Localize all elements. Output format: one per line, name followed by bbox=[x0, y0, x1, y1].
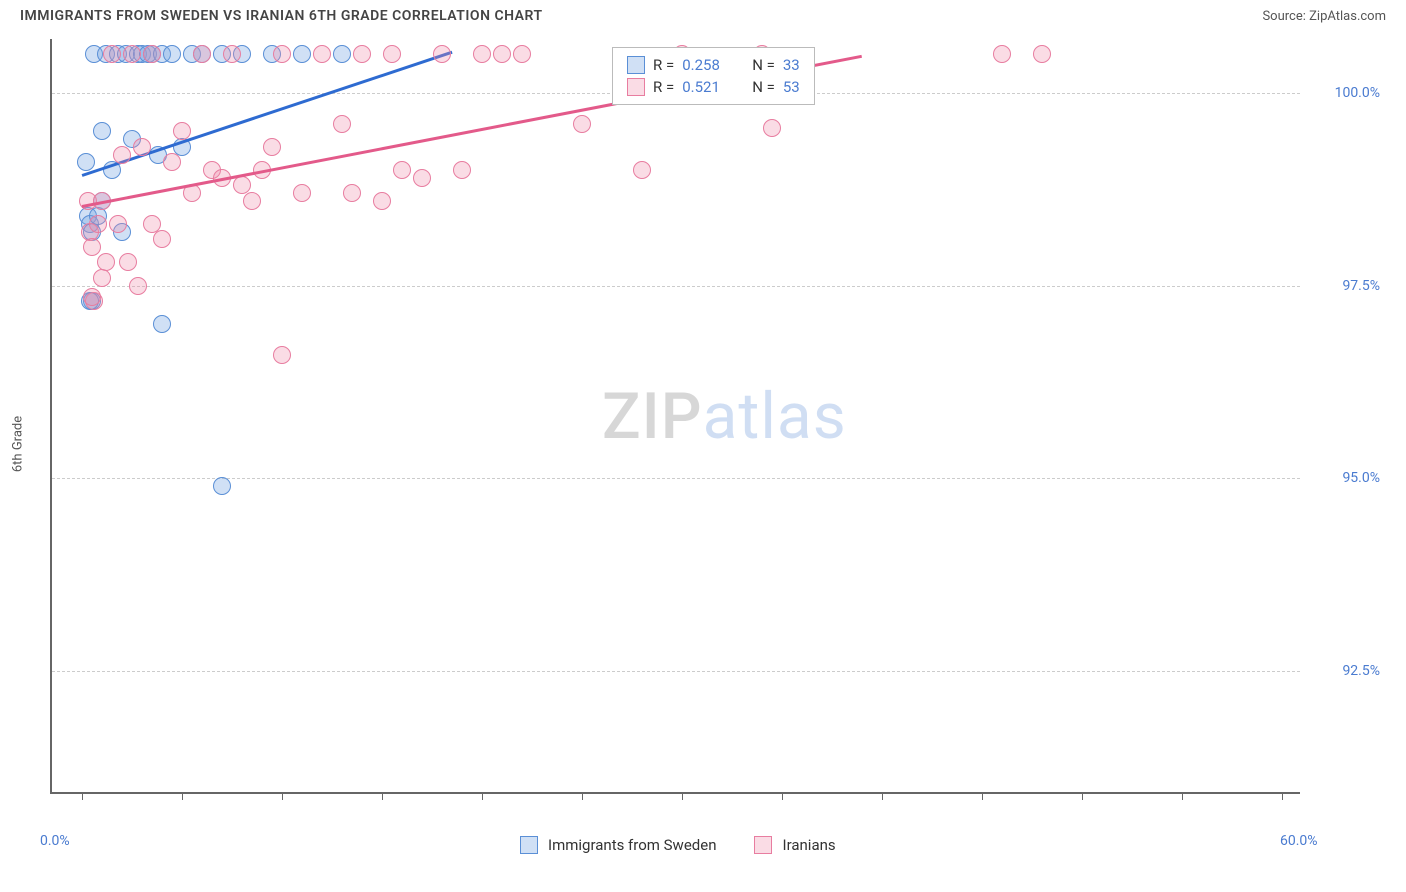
r-label: R = bbox=[653, 56, 674, 74]
r-value: 0.258 bbox=[682, 56, 734, 74]
iranians-point bbox=[373, 192, 391, 210]
gridline bbox=[52, 671, 1300, 672]
source-label: Source: bbox=[1262, 9, 1305, 24]
iranians-point bbox=[89, 215, 107, 233]
x-tick bbox=[182, 792, 183, 800]
y-tick-label: 95.0% bbox=[1310, 470, 1380, 486]
sweden-point bbox=[163, 45, 181, 63]
y-tick-label: 92.5% bbox=[1310, 663, 1380, 679]
y-tick-label: 97.5% bbox=[1310, 278, 1380, 294]
iranians-point bbox=[153, 230, 171, 248]
source-value: ZipAtlas.com bbox=[1309, 9, 1386, 24]
iranians-point bbox=[83, 288, 101, 306]
gridline bbox=[52, 478, 1300, 479]
x-tick bbox=[782, 792, 783, 800]
iranians-point bbox=[313, 45, 331, 63]
x-tick bbox=[482, 792, 483, 800]
iranians-point bbox=[173, 122, 191, 140]
n-label: N = bbox=[752, 56, 775, 74]
iranians-point bbox=[383, 45, 401, 63]
x-tick bbox=[382, 792, 383, 800]
y-axis-label: 6th Grade bbox=[11, 416, 26, 472]
legend-swatch bbox=[520, 836, 538, 854]
iranians-point bbox=[293, 184, 311, 202]
legend-label: Immigrants from Sweden bbox=[548, 836, 716, 854]
iranians-point bbox=[763, 119, 781, 137]
iranians-point bbox=[393, 161, 411, 179]
iranians-point bbox=[1033, 45, 1051, 63]
iranians-point bbox=[413, 169, 431, 187]
legend-swatch bbox=[627, 56, 645, 74]
x-tick bbox=[982, 792, 983, 800]
gridline bbox=[52, 286, 1300, 287]
sweden-point bbox=[293, 45, 311, 63]
iranians-point bbox=[243, 192, 261, 210]
sweden-point bbox=[333, 45, 351, 63]
sweden-point bbox=[93, 122, 111, 140]
iranians-point bbox=[123, 45, 141, 63]
iranians-point bbox=[83, 238, 101, 256]
legend-row: R = 0.258 N = 33 bbox=[627, 54, 800, 76]
iranians-point bbox=[273, 346, 291, 364]
x-tick bbox=[282, 792, 283, 800]
iranians-point bbox=[333, 115, 351, 133]
iranians-point bbox=[433, 45, 451, 63]
iranians-point bbox=[103, 45, 121, 63]
x-tick bbox=[682, 792, 683, 800]
sweden-trendline bbox=[82, 51, 453, 177]
iranians-point bbox=[343, 184, 361, 202]
plot-area: 92.5%95.0%97.5%100.0%ZIPatlasR =0.258N =… bbox=[50, 39, 1300, 794]
chart-source: Source: ZipAtlas.com bbox=[1262, 9, 1386, 24]
iranians-point bbox=[353, 45, 371, 63]
chart-container: 6th Grade 92.5% 95.0% 97.5% 100.0% ZIPatlas R… bbox=[0, 34, 1406, 854]
iranians-point bbox=[109, 215, 127, 233]
sweden-point bbox=[213, 477, 231, 495]
legend-label: Iranians bbox=[782, 836, 835, 854]
chart-header: IMMIGRANTS FROM SWEDEN VS IRANIAN 6TH GR… bbox=[0, 0, 1406, 34]
x-axis-max-label: 60.0% bbox=[1280, 833, 1318, 849]
iranians-point bbox=[143, 45, 161, 63]
x-axis-min-label: 0.0% bbox=[40, 833, 70, 849]
iranians-point bbox=[473, 45, 491, 63]
iranians-point bbox=[133, 138, 151, 156]
sweden-point bbox=[77, 153, 95, 171]
y-tick-label: 100.0% bbox=[1310, 85, 1380, 101]
iranians-point bbox=[273, 45, 291, 63]
x-tick bbox=[1282, 792, 1283, 800]
legend-swatch bbox=[627, 78, 645, 96]
iranians-point bbox=[113, 146, 131, 164]
iranians-point bbox=[573, 115, 591, 133]
iranians-point bbox=[493, 45, 511, 63]
iranians-point bbox=[263, 138, 281, 156]
iranians-point bbox=[119, 253, 137, 271]
iranians-point bbox=[93, 269, 111, 287]
r-label: R = bbox=[653, 78, 674, 96]
sweden-point bbox=[153, 315, 171, 333]
iranians-point bbox=[129, 277, 147, 295]
series-legend: Immigrants from Sweden Iranians bbox=[520, 836, 864, 854]
iranians-point bbox=[633, 161, 651, 179]
n-label: N = bbox=[752, 78, 775, 96]
chart-title: IMMIGRANTS FROM SWEDEN VS IRANIAN 6TH GR… bbox=[20, 8, 543, 24]
iranians-point bbox=[223, 45, 241, 63]
x-tick bbox=[1182, 792, 1183, 800]
legend-swatch bbox=[754, 836, 772, 854]
x-tick bbox=[1082, 792, 1083, 800]
watermark: ZIPatlas bbox=[602, 379, 847, 454]
iranians-point bbox=[513, 45, 531, 63]
legend-row: R = 0.521 N = 53 bbox=[627, 76, 800, 98]
iranians-point bbox=[163, 153, 181, 171]
x-tick bbox=[82, 792, 83, 800]
correlation-legend: R = 0.258 N = 33 R = 0.521 N = 53 bbox=[612, 47, 815, 105]
x-tick bbox=[582, 792, 583, 800]
iranians-point bbox=[993, 45, 1011, 63]
n-value: 33 bbox=[783, 56, 800, 74]
n-value: 53 bbox=[783, 78, 800, 96]
iranians-point bbox=[453, 161, 471, 179]
x-tick bbox=[882, 792, 883, 800]
iranians-point bbox=[193, 45, 211, 63]
r-value: 0.521 bbox=[682, 78, 734, 96]
